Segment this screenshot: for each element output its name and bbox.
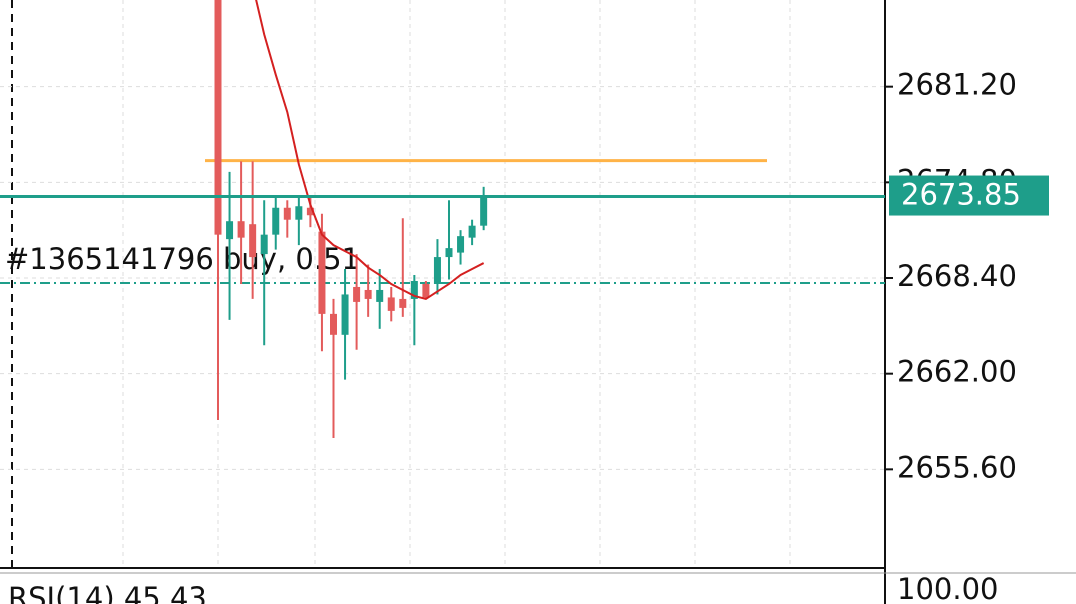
order-label: #1365141796 buy, 0.51 <box>5 242 360 276</box>
candle-body <box>330 313 337 335</box>
candle-body <box>249 224 257 258</box>
y-tick-label: 2687.60 <box>897 0 1017 6</box>
candle-body <box>468 225 476 238</box>
candle-body <box>341 294 349 335</box>
moving-average <box>255 0 485 301</box>
rsi-tick-label: 100.00 <box>897 572 998 604</box>
candle-body <box>445 248 453 258</box>
candle-body <box>272 207 280 235</box>
candle-body <box>306 207 314 216</box>
candle-body <box>387 297 395 311</box>
candle-body <box>480 197 488 226</box>
candle-body <box>364 289 372 299</box>
candle-body <box>353 286 361 302</box>
candle-body <box>399 298 407 308</box>
candle-body <box>422 283 430 298</box>
candle-body <box>457 236 465 253</box>
candle-body <box>410 280 418 299</box>
time-grid <box>122 0 791 568</box>
y-tick-label: 2655.60 <box>897 450 1017 484</box>
candle-body <box>214 0 222 235</box>
y-tick-label: 2681.20 <box>897 68 1017 102</box>
y-tick-label: 2668.40 <box>897 259 1017 293</box>
candle-body <box>318 231 326 314</box>
candle-body <box>433 257 441 284</box>
current-price-label: 2673.85 <box>901 178 1021 212</box>
y-tick-label: 2662.00 <box>897 355 1017 389</box>
rsi-label: RSI(14) 45.43 <box>8 581 207 604</box>
candle-body <box>226 221 234 240</box>
candle-body <box>295 206 303 220</box>
candle-body <box>237 221 245 238</box>
candle-body <box>376 289 384 302</box>
candle-body <box>260 234 268 255</box>
candle-body <box>283 207 291 220</box>
current-price-box <box>889 175 1049 216</box>
